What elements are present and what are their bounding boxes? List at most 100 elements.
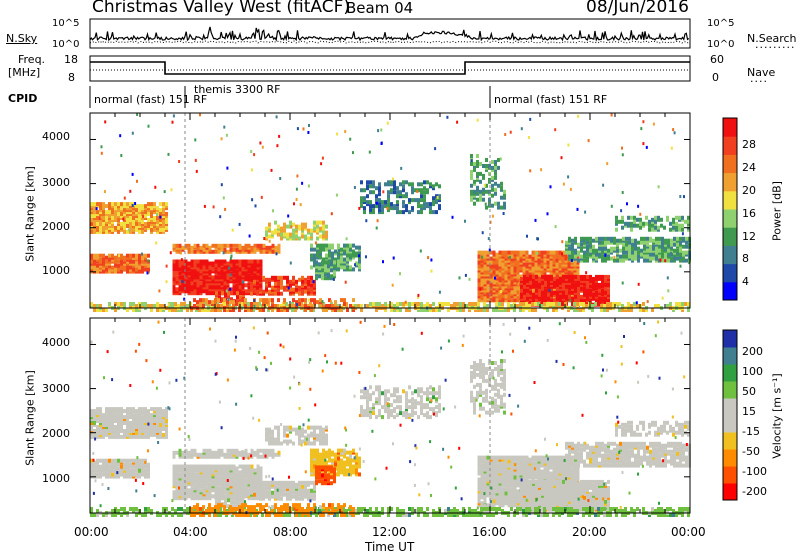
range-gate-cell bbox=[90, 202, 93, 207]
range-gate-cell bbox=[180, 258, 183, 262]
range-gate-cell bbox=[646, 236, 649, 241]
range-gate-cell bbox=[658, 236, 661, 241]
range-gate-cell bbox=[105, 216, 108, 220]
range-gate-cell bbox=[141, 204, 144, 209]
range-gate-cell bbox=[553, 298, 556, 303]
range-gate-cell bbox=[375, 308, 378, 312]
range-gate-cell bbox=[417, 188, 420, 193]
range-gate-cell bbox=[120, 202, 123, 207]
range-gate-cell bbox=[604, 278, 607, 283]
range-gate-cell bbox=[93, 472, 96, 477]
range-gate-cell bbox=[390, 188, 393, 193]
range-gate-cell bbox=[241, 245, 245, 250]
range-gate-cell bbox=[430, 258, 433, 262]
range-gate-cell bbox=[156, 434, 159, 439]
range-gate-cell bbox=[441, 302, 444, 306]
range-gate-cell bbox=[199, 281, 203, 286]
range-gate-cell bbox=[483, 302, 486, 306]
range-gate-cell bbox=[111, 407, 114, 412]
range-gate-cell bbox=[633, 215, 636, 220]
range-gate-cell bbox=[230, 254, 233, 258]
range-gate-cell bbox=[664, 238, 667, 243]
range-gate-cell bbox=[552, 258, 556, 263]
range-gate-cell bbox=[99, 220, 102, 224]
range-gate-cell bbox=[481, 231, 484, 235]
range-gate-cell bbox=[343, 251, 346, 256]
range-gate-cell bbox=[567, 175, 570, 179]
range-gate-cell bbox=[502, 212, 505, 215]
range-gate-cell bbox=[262, 249, 266, 254]
range-gate-cell bbox=[345, 302, 348, 306]
range-gate-cell bbox=[295, 300, 298, 305]
range-gate-cell bbox=[154, 185, 157, 189]
range-gate-cell bbox=[562, 278, 565, 283]
range-gate-cell bbox=[414, 188, 417, 193]
range-gate-cell bbox=[682, 244, 685, 249]
range-gate-cell bbox=[334, 257, 337, 262]
range-gate-cell bbox=[111, 224, 114, 228]
range-gate-cell bbox=[250, 302, 253, 306]
range-gate-cell bbox=[554, 225, 557, 229]
range-gate-cell bbox=[90, 222, 93, 226]
range-gate-cell bbox=[136, 179, 138, 183]
range-gate-cell bbox=[242, 291, 245, 296]
range-gate-cell bbox=[298, 277, 301, 282]
range-gate-cell bbox=[316, 228, 319, 233]
range-gate-cell bbox=[102, 308, 105, 312]
range-gate-cell bbox=[135, 430, 138, 435]
range-gate-cell bbox=[500, 195, 503, 200]
range-gate-cell bbox=[513, 266, 517, 271]
range-gate-cell bbox=[228, 266, 231, 270]
range-gate-cell bbox=[286, 232, 289, 237]
range-gate-cell bbox=[375, 302, 378, 306]
range-gate-cell bbox=[504, 250, 508, 255]
range-gate-cell bbox=[501, 250, 505, 255]
range-gate-cell bbox=[108, 302, 111, 306]
range-gate-cell bbox=[278, 134, 281, 138]
range-gate-cell bbox=[645, 221, 648, 226]
range-gate-cell bbox=[295, 187, 298, 191]
range-gate-cell bbox=[494, 181, 497, 186]
range-gate-cell bbox=[135, 472, 138, 477]
range-gate-cell bbox=[601, 254, 604, 259]
range-gate-cell bbox=[93, 229, 96, 234]
range-gate-cell bbox=[420, 302, 423, 306]
range-gate-cell bbox=[180, 302, 183, 306]
range-gate-cell bbox=[639, 221, 642, 226]
range-gate-cell bbox=[471, 302, 474, 306]
range-gate-cell bbox=[295, 279, 298, 284]
range-gate-cell bbox=[604, 253, 607, 257]
range-gate-cell bbox=[411, 206, 414, 211]
range-gate-cell bbox=[220, 269, 224, 274]
range-gate-cell bbox=[117, 259, 120, 264]
range-gate-cell bbox=[531, 302, 534, 306]
range-gate-cell bbox=[643, 236, 646, 241]
range-gate-cell bbox=[196, 452, 200, 457]
range-gate-cell bbox=[610, 236, 613, 241]
range-gate-cell bbox=[214, 249, 218, 254]
range-gate-cell bbox=[622, 242, 625, 247]
range-gate-cell bbox=[369, 208, 372, 213]
range-gate-cell bbox=[271, 275, 274, 280]
range-gate-cell bbox=[378, 186, 381, 191]
range-gate-cell bbox=[618, 308, 621, 312]
range-gate-cell bbox=[669, 251, 672, 255]
range-gate-cell bbox=[630, 227, 633, 232]
range-gate-cell bbox=[226, 448, 230, 453]
range-gate-cell bbox=[423, 186, 426, 191]
range-gate-cell bbox=[510, 254, 514, 259]
range-gate-cell bbox=[165, 407, 168, 412]
range-gate-cell bbox=[540, 304, 543, 308]
range-gate-cell bbox=[141, 302, 144, 306]
range-gate-cell bbox=[494, 201, 497, 206]
range-gate-cell bbox=[336, 132, 339, 136]
range-gate-cell bbox=[123, 429, 126, 433]
range-gate-cell bbox=[150, 210, 153, 215]
range-gate-cell bbox=[681, 232, 684, 236]
range-gate-cell bbox=[304, 298, 307, 303]
range-gate-cell bbox=[579, 302, 582, 306]
range-gate-cell bbox=[141, 419, 144, 423]
range-gate-cell bbox=[344, 280, 347, 284]
range-gate-cell bbox=[685, 236, 688, 241]
range-gate-cell bbox=[135, 204, 138, 209]
